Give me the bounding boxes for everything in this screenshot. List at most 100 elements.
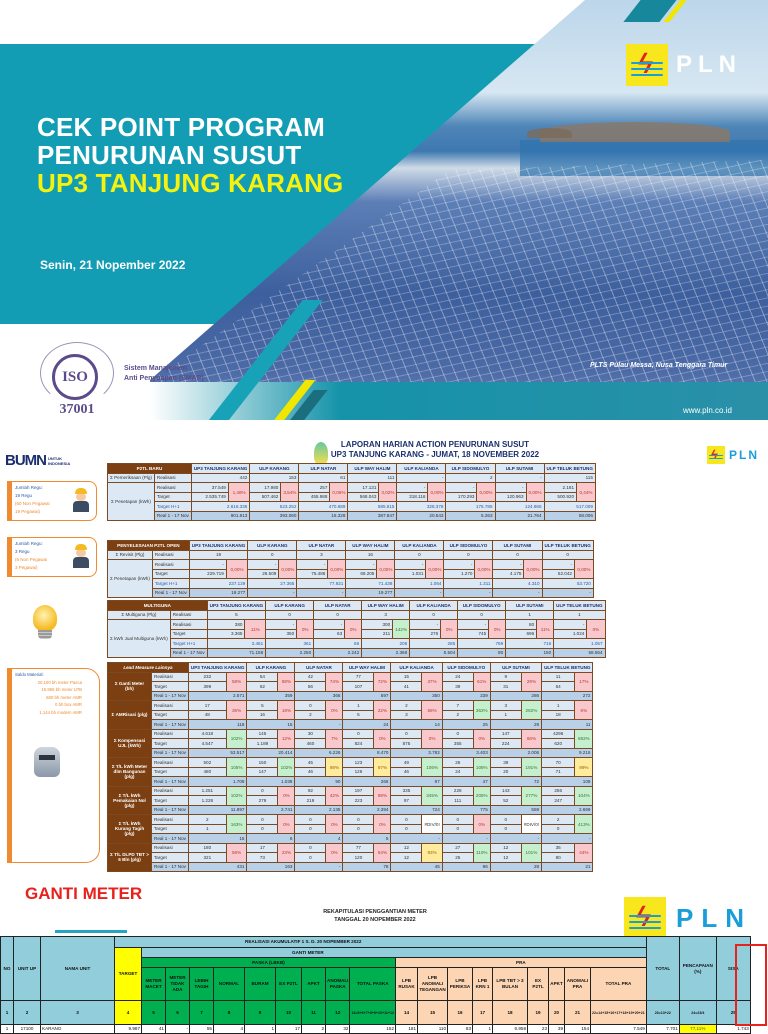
row-sublabel: Real 1 - 17 Nov <box>151 833 189 844</box>
col-ex-p2tl-pra: EX P2TL <box>527 967 550 1001</box>
percentage-badge: 88% <box>277 671 296 692</box>
percentage-badge: 1,48% <box>227 482 251 502</box>
table-cell: 75.486 <box>296 568 329 579</box>
table-cell: 769 <box>457 638 507 649</box>
row-sublabel: Real 1 - 17 Nov <box>151 690 189 701</box>
percentage-badge: 3,02% <box>378 482 398 502</box>
table-cell: 1 <box>553 609 606 620</box>
percentage-badge: 0% <box>325 842 344 863</box>
table-cell: 27 <box>441 842 474 853</box>
row-sublabel: Realisasi <box>153 482 192 493</box>
website-link[interactable]: www.pln.co.id <box>683 406 732 415</box>
report-title: LAPORAN HARIAN ACTION PENURUNAN SUSUT UP… <box>310 440 560 464</box>
table-cell: 2.669 <box>541 804 594 815</box>
table-cell: 4296 <box>541 728 576 739</box>
percentage-badge: #DIV/0! <box>421 814 443 834</box>
percentage-badge: 0% <box>472 728 491 749</box>
unit-column-header: ULP WAY HALIM <box>347 463 398 474</box>
table-cell: 71.158 <box>206 647 267 658</box>
row-sublabel: Realisasi <box>151 700 189 711</box>
pln-bolt-icon: ϟ <box>707 446 725 464</box>
table-cell: 120.963 <box>494 491 527 502</box>
row-sublabel: Realisasi <box>151 842 189 853</box>
percentage-badge: 0% <box>373 814 392 834</box>
percentage-badge: 18% <box>277 700 296 720</box>
table-cell: 431 <box>187 861 248 872</box>
table-cell: 724 <box>390 804 443 815</box>
percentage-badge: 23% <box>277 842 296 863</box>
ganti-meter-subtitle: REKAPITULASI PENGGANTIAN METER TANGGAL 2… <box>323 909 427 923</box>
table-cell: 2.135 <box>294 804 344 815</box>
table-cell: 2.571 <box>187 690 248 701</box>
table-cell: - <box>294 861 344 872</box>
table-cell: 1.708 <box>187 776 248 787</box>
table-cell: 2.242 <box>313 647 363 658</box>
unit-column-header: ULP KALIANDA <box>396 463 447 474</box>
table-cell: 1.228 <box>187 795 227 806</box>
table-cell: 480 <box>187 766 227 777</box>
percentage-badge: 36% <box>225 700 248 720</box>
percentage-badge: 66% <box>520 728 543 749</box>
table-cell: 286 <box>489 690 543 701</box>
row-sublabel: Target <box>151 795 189 806</box>
percentage-badge: 98% <box>325 757 344 777</box>
cover-date: Senin, 21 Nopember 2022 <box>40 258 186 272</box>
unit-column-header: ULP SUTAMI <box>505 600 555 611</box>
table-cell: 0 <box>541 823 576 834</box>
percentage-badge: 0% <box>325 700 344 720</box>
smap-label: Sistem Manajemen Anti Penyuapan (SMAP) <box>124 365 204 382</box>
table-cell: 0 <box>294 842 327 853</box>
table-cell: 0 <box>441 814 474 825</box>
row-sublabel: Target <box>151 766 189 777</box>
table-cell: 5 <box>342 833 392 844</box>
table-cell: 197 <box>342 785 375 796</box>
table-cell: - <box>553 619 588 630</box>
table-cell: 14 <box>390 719 443 730</box>
table-cell: 175.786 <box>445 501 496 512</box>
table-cell: 875 <box>390 738 423 749</box>
table-cell: - <box>443 587 494 598</box>
table-cell: 52.042 <box>541 568 575 579</box>
table-cell: 49 <box>390 757 423 768</box>
table-cell: 39 <box>489 757 522 768</box>
table-cell: 46 <box>294 766 327 777</box>
table-cell: 0 <box>409 609 459 620</box>
table-cell: 775 <box>441 804 491 815</box>
table-cell: 15 <box>187 833 248 844</box>
table-cell: 523.252 <box>249 501 300 512</box>
table-cell: 108 <box>541 776 594 787</box>
table-cell: 71 <box>541 766 576 777</box>
index-cell: 22=14+15+16+17+18+19+20+21 <box>590 1000 647 1025</box>
unit-column-header: ULP SUTAMI <box>494 463 545 474</box>
table-cell: 21.764 <box>494 510 545 521</box>
row-sublabel: Realisasi <box>169 609 208 620</box>
table-cell: 0 <box>489 823 522 834</box>
col-anomali-pra: ANOMALI PRA <box>564 967 592 1001</box>
percentage-badge: 0% <box>586 619 606 639</box>
percentage-badge: 0,00% <box>427 482 447 502</box>
table-cell: 20.414 <box>246 747 296 758</box>
table-cell: 150 <box>246 757 279 768</box>
table-cell: 17 <box>246 842 279 853</box>
unit-column-header: ULP NATAR <box>296 540 347 551</box>
percentage-badge: 0,00% <box>573 559 594 579</box>
table-cell: 35 <box>541 842 576 853</box>
table-cell: 3 <box>296 549 347 560</box>
table-cell: 15.328 <box>298 510 349 521</box>
col-lebih-tagih: LEBIH TAGIH <box>189 967 214 1001</box>
table-cell: - <box>394 587 445 598</box>
row-label: Σ Kompensasi UJL (kWh) <box>107 728 152 758</box>
percentage-badge: 0% <box>296 619 315 639</box>
table-cell: 597 <box>342 690 392 701</box>
regu-info-open: Jumlah Regu: 3 Regu (6 Non Pegawai 3 Pegaw… <box>7 537 97 577</box>
table-cell: 2.535.749 <box>190 491 229 502</box>
table-cell: 2 <box>441 709 474 720</box>
index-cell: 20 <box>548 1000 566 1025</box>
table-cell: 229.719 <box>188 568 227 579</box>
index-cell: 9 <box>244 1000 276 1025</box>
table-cell: 48 <box>187 709 227 720</box>
table-cell: 11.897 <box>187 804 248 815</box>
table-cell: 223 <box>342 795 375 806</box>
percentage-badge: 0,06% <box>329 482 349 502</box>
table-cell: 257 <box>298 482 331 493</box>
